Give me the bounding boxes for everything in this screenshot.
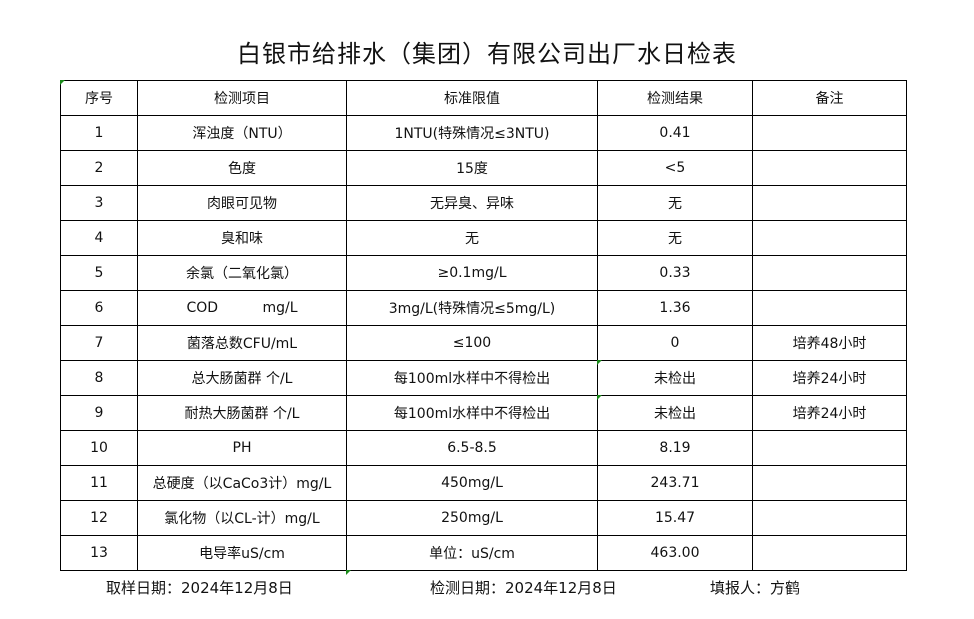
- remark-cell: [752, 150, 907, 186]
- test-result-cell: 未检出: [597, 360, 753, 396]
- row-number-cell: 12: [60, 500, 138, 536]
- cell-comment-marker: [597, 395, 602, 400]
- table-row: 9 耐热大肠菌群 个/L 每100ml水样中不得检出 未检出 培养24小时: [60, 395, 907, 431]
- table-row: 5 余氯（二氧化氯） ≥0.1mg/L 0.33: [60, 255, 907, 291]
- test-result-cell: 无: [597, 185, 753, 221]
- test-item-cell: 臭和味: [137, 220, 347, 256]
- row-number-cell: 10: [60, 430, 138, 466]
- standard-limit-cell: 1NTU(特殊情况≤3NTU): [346, 115, 598, 151]
- test-item-cell: COD mg/L: [137, 290, 347, 326]
- row-number-cell: 8: [60, 360, 138, 396]
- row-number-cell: 3: [60, 185, 138, 221]
- header-cell: 检测结果: [597, 80, 753, 116]
- remark-cell: 培养48小时: [752, 325, 907, 361]
- test-item-cell: 菌落总数CFU/mL: [137, 325, 347, 361]
- remark-cell: [752, 185, 907, 221]
- row-number-cell: 5: [60, 255, 138, 291]
- test-result-cell: 未检出: [597, 395, 753, 431]
- remark-cell: [752, 535, 907, 571]
- standard-limit-cell: 3mg/L(特殊情况≤5mg/L): [346, 290, 598, 326]
- test-item-cell: 电导率uS/cm: [137, 535, 347, 571]
- test-result-cell: 0.41: [597, 115, 753, 151]
- reporter: 填报人：方鹤: [710, 579, 801, 597]
- test-result-cell: 0: [597, 325, 753, 361]
- row-number-cell: 6: [60, 290, 138, 326]
- test-result-cell: <5: [597, 150, 753, 186]
- test-item-cell: PH: [137, 430, 347, 466]
- row-number-cell: 4: [60, 220, 138, 256]
- page-title: 白银市给排水（集团）有限公司出厂水日检表: [237, 40, 737, 68]
- standard-limit-cell: 无异臭、异味: [346, 185, 598, 221]
- test-result-cell: 15.47: [597, 500, 753, 536]
- test-item-cell: 余氯（二氧化氯）: [137, 255, 347, 291]
- standard-limit-cell: 单位：uS/cm: [346, 535, 598, 571]
- test-result-cell: 243.71: [597, 465, 753, 501]
- table-row: 2 色度 15度 <5: [60, 150, 907, 186]
- remark-cell: [752, 500, 907, 536]
- cell-comment-marker: [346, 570, 351, 575]
- standard-limit-cell: ≤100: [346, 325, 598, 361]
- remark-cell: 培养24小时: [752, 395, 907, 431]
- remark-cell: [752, 115, 907, 151]
- standard-limit-cell: 每100ml水样中不得检出: [346, 360, 598, 396]
- remark-cell: [752, 430, 907, 466]
- remark-cell: [752, 220, 907, 256]
- standard-limit-cell: 无: [346, 220, 598, 256]
- test-result-cell: 0.33: [597, 255, 753, 291]
- cell-comment-marker: [597, 360, 602, 365]
- row-number-cell: 7: [60, 325, 138, 361]
- remark-cell: [752, 465, 907, 501]
- test-result-cell: 无: [597, 220, 753, 256]
- table-header-row: 序号 检测项目 标准限值 检测结果 备注: [60, 80, 907, 116]
- table-row: 1 浑浊度（NTU） 1NTU(特殊情况≤3NTU) 0.41: [60, 115, 907, 151]
- sample-date: 取样日期：2024年12月8日: [106, 579, 293, 597]
- test-item-cell: 浑浊度（NTU）: [137, 115, 347, 151]
- test-result-cell: 463.00: [597, 535, 753, 571]
- row-number-cell: 1: [60, 115, 138, 151]
- header-cell: 序号: [60, 80, 138, 116]
- header-cell: 标准限值: [346, 80, 598, 116]
- table-row: 8 总大肠菌群 个/L 每100ml水样中不得检出 未检出 培养24小时: [60, 360, 907, 396]
- table-row: 11 总硬度（以CaCo3计）mg/L 450mg/L 243.71: [60, 465, 907, 501]
- table-row: 7 菌落总数CFU/mL ≤100 0 培养48小时: [60, 325, 907, 361]
- test-item-cell: 肉眼可见物: [137, 185, 347, 221]
- table-row: 6 COD mg/L 3mg/L(特殊情况≤5mg/L) 1.36: [60, 290, 907, 326]
- standard-limit-cell: 250mg/L: [346, 500, 598, 536]
- test-result-cell: 8.19: [597, 430, 753, 466]
- row-number-cell: 13: [60, 535, 138, 571]
- header-cell: 检测项目: [137, 80, 347, 116]
- standard-limit-cell: 6.5-8.5: [346, 430, 598, 466]
- table-row: 12 氯化物（以CL-计）mg/L 250mg/L 15.47: [60, 500, 907, 536]
- test-item-cell: 总大肠菌群 个/L: [137, 360, 347, 396]
- test-item-cell: 色度: [137, 150, 347, 186]
- table-row: 4 臭和味无无: [60, 220, 907, 256]
- row-number-cell: 11: [60, 465, 138, 501]
- test-result-cell: 1.36: [597, 290, 753, 326]
- standard-limit-cell: ≥0.1mg/L: [346, 255, 598, 291]
- header-cell: 备注: [752, 80, 907, 116]
- standard-limit-cell: 每100ml水样中不得检出: [346, 395, 598, 431]
- test-item-cell: 耐热大肠菌群 个/L: [137, 395, 347, 431]
- test-date: 检测日期：2024年12月8日: [430, 579, 617, 597]
- row-number-cell: 2: [60, 150, 138, 186]
- inspection-table: 序号 检测项目 标准限值 检测结果 备注 1 浑浊度（NTU） 1NTU(特殊情况≤…: [60, 80, 907, 571]
- row-number-cell: 9: [60, 395, 138, 431]
- test-item-cell: 总硬度（以CaCo3计）mg/L: [137, 465, 347, 501]
- remark-cell: [752, 255, 907, 291]
- standard-limit-cell: 450mg/L: [346, 465, 598, 501]
- test-item-cell: 氯化物（以CL-计）mg/L: [137, 500, 347, 536]
- standard-limit-cell: 15度: [346, 150, 598, 186]
- cell-comment-marker: [60, 80, 65, 85]
- table-row: 3 肉眼可见物 无异臭、异味无: [60, 185, 907, 221]
- remark-cell: 培养24小时: [752, 360, 907, 396]
- remark-cell: [752, 290, 907, 326]
- table-row: 10 PH 6.5-8.5 8.19: [60, 430, 907, 466]
- table-row: 13 电导率uS/cm 单位：uS/cm 463.00: [60, 535, 907, 571]
